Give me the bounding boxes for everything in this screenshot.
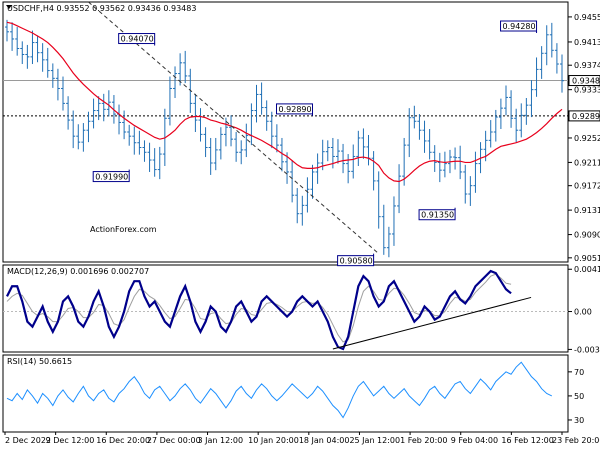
level-price-box <box>568 110 600 122</box>
rsi-series-line <box>6 361 553 419</box>
price-panel-title: USDCHF,H4 0.93552 0.93562 0.93436 0.9348… <box>7 4 196 13</box>
panel-frame-2 <box>2 264 569 353</box>
annotation-box <box>92 171 130 183</box>
annotation-label: 0.91990 <box>95 173 128 182</box>
x-tick-label: 9 Dec 12:00 <box>46 436 95 445</box>
rsi-panel-title: RSI(14) 50.6615 <box>7 357 72 366</box>
annotation-box <box>500 20 538 32</box>
macd-trendline <box>332 296 532 350</box>
annotation-label: 0.94070 <box>121 35 154 44</box>
x-tick-label: 1 Feb 20:00 <box>400 436 447 445</box>
macd-series-macd <box>6 269 512 351</box>
rsi-tick-label: 30 <box>574 416 584 425</box>
rsi-tick-label: 50 <box>574 392 584 401</box>
x-tick-label: 16 Dec 20:00 <box>96 436 150 445</box>
x-tick-label: 27 Dec 00:00 <box>147 436 201 445</box>
macd-tick-label: 0.00 <box>574 308 592 317</box>
x-tick-label: 3 Jan 12:00 <box>198 436 244 445</box>
annotation-box <box>276 103 314 115</box>
x-tick-label: 18 Jan 04:00 <box>299 436 350 445</box>
current-price-box <box>568 75 600 87</box>
current-price-label: 0.93483 <box>572 77 600 86</box>
moving-average-line <box>6 21 563 183</box>
annotation-label: 0.92890 <box>279 105 312 114</box>
level-price-label: 0.92890 <box>572 112 600 121</box>
macd-tick-label: -0.003744 <box>574 345 600 354</box>
annotation-label: 0.90580 <box>340 257 373 266</box>
annotation-label: 0.91350 <box>421 211 454 220</box>
watermark: ActionForex.com <box>90 225 157 234</box>
x-tick-label: 10 Jan 20:00 <box>248 436 299 445</box>
panel-frame-1 <box>2 1 569 263</box>
annotation-box <box>418 209 456 221</box>
panel-collapse-icon <box>6 5 12 9</box>
x-tick-label: 9 Feb 04:00 <box>451 436 498 445</box>
rsi-tick-label: 70 <box>574 368 584 377</box>
annotation-box <box>118 33 156 45</box>
macd-series-signal <box>6 273 512 343</box>
x-tick-label: 2 Dec 2022 <box>5 436 51 445</box>
panel-frame-3 <box>2 354 569 433</box>
annotation-label: 0.94280 <box>503 22 536 31</box>
x-tick-label: 16 Feb 12:00 <box>501 436 553 445</box>
x-tick-label: 23 Feb 20:00 <box>552 436 600 445</box>
macd-panel-title: MACD(12,26,9) 0.001696 0.002707 <box>7 267 149 276</box>
macd-tick-label: 0.00418 <box>574 265 600 274</box>
annotation-box <box>337 255 375 267</box>
x-tick-label: 25 Jan 12:00 <box>349 436 400 445</box>
